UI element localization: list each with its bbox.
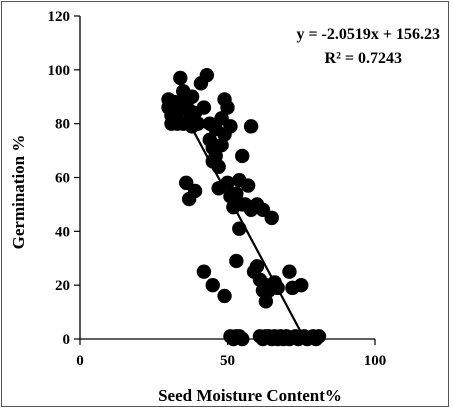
- ticks: 0 20 40 60 80 100 120 0 50 100: [48, 9, 387, 369]
- data-point: [173, 70, 188, 86]
- data-point: [187, 183, 203, 199]
- y-tick-label: 80: [55, 117, 70, 133]
- data-point: [220, 100, 235, 115]
- y-tick-label: 0: [63, 332, 71, 348]
- y-tick-label: 100: [48, 63, 71, 79]
- y-axis-title: Germination %: [9, 135, 28, 250]
- x-tick-label: 0: [76, 353, 84, 369]
- data-point: [205, 277, 220, 293]
- data-points: [161, 68, 327, 347]
- data-point: [264, 210, 279, 226]
- data-point: [196, 264, 212, 279]
- y-tick-label: 60: [55, 171, 70, 187]
- data-point: [190, 116, 206, 131]
- data-point: [229, 253, 244, 269]
- data-point: [249, 259, 265, 274]
- equation-label: y = -2.0519x + 156.23: [296, 26, 440, 43]
- data-point: [184, 89, 200, 104]
- trendline: [176, 100, 306, 339]
- data-point: [223, 119, 238, 134]
- data-point: [240, 178, 256, 193]
- data-point: [294, 277, 309, 293]
- data-point: [311, 329, 327, 344]
- data-point: [199, 68, 215, 83]
- data-point: [282, 264, 297, 279]
- data-point: [196, 100, 212, 115]
- data-point: [232, 221, 247, 236]
- x-tick-label: 50: [220, 353, 235, 369]
- y-tick-label: 20: [55, 278, 70, 294]
- y-tick-label: 120: [48, 9, 71, 25]
- data-point: [229, 186, 244, 201]
- y-tick-label: 40: [55, 224, 70, 240]
- data-point: [243, 119, 259, 134]
- data-point: [217, 288, 232, 304]
- x-tick-label: 100: [364, 353, 387, 369]
- r-squared-label: R² = 0.7243: [325, 50, 402, 67]
- data-point: [235, 148, 250, 164]
- data-point: [235, 331, 250, 347]
- x-axis-title: Seed Moisture Content%: [158, 386, 342, 405]
